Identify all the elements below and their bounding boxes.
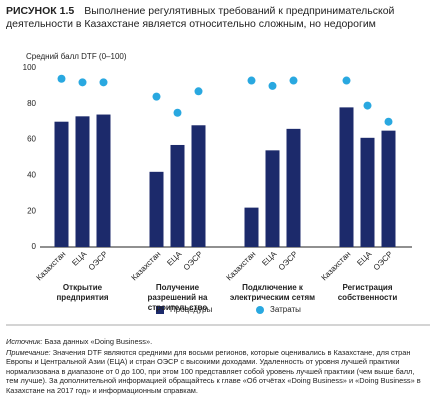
dot xyxy=(57,74,66,83)
x-tick-label: Казахстан xyxy=(320,250,353,283)
x-tick-label: ЕЦА xyxy=(260,249,279,268)
bar xyxy=(381,130,396,247)
bar xyxy=(265,150,280,247)
figure-label: РИСУНОК 1.5 xyxy=(6,5,75,17)
group-label: Регистрация собственности xyxy=(337,283,398,302)
bar xyxy=(339,107,354,247)
x-tick-label: Казахстан xyxy=(130,250,163,283)
dot xyxy=(363,101,372,110)
bar xyxy=(286,128,301,247)
y-tick-label: 80 xyxy=(27,99,36,108)
y-tick-label: 0 xyxy=(32,242,37,251)
dot xyxy=(78,78,87,87)
y-tick-label: 100 xyxy=(23,63,37,72)
legend-label: Затраты xyxy=(270,305,301,314)
chart-title: Выполнение регулятивных требований к пре… xyxy=(6,5,395,30)
y-tick-label: 60 xyxy=(27,135,36,144)
x-tick-label: ЕЦА xyxy=(70,249,89,268)
dot xyxy=(268,81,277,90)
dot xyxy=(289,76,298,85)
x-tick-label: Казахстан xyxy=(35,250,68,283)
bar xyxy=(75,116,90,247)
dot xyxy=(152,92,161,101)
bar xyxy=(96,114,111,247)
x-tick-label: ОЭСР xyxy=(182,250,205,273)
x-tick-label: Казахстан xyxy=(225,250,258,283)
source-text: База данных «Doing Business». xyxy=(44,337,153,346)
dot xyxy=(99,78,108,87)
dot xyxy=(194,87,203,96)
x-tick-label: ОЭСР xyxy=(277,250,300,273)
source-label: Источник: xyxy=(6,337,43,346)
y-tick-label: 40 xyxy=(27,171,36,180)
title-block: РИСУНОК 1.5 Выполнение регулятивных требо… xyxy=(6,5,426,31)
bar xyxy=(54,121,69,247)
bar xyxy=(170,144,185,247)
note-text: Значения DTF являются средними для восьм… xyxy=(6,347,421,395)
dot xyxy=(342,76,351,85)
source: Источник: База данных «Doing Business». xyxy=(6,337,426,347)
bar xyxy=(149,171,164,247)
group-label: Открытие предприятия xyxy=(56,283,109,302)
note: Примечание: Значения DTF являются средни… xyxy=(6,348,426,396)
bar xyxy=(191,125,206,247)
y-axis-label: Средний балл DTF (0–100) xyxy=(26,52,127,61)
y-tick-label: 20 xyxy=(27,206,36,215)
bar xyxy=(244,207,259,247)
legend-swatch xyxy=(156,306,164,314)
x-tick-label: ЕЦА xyxy=(355,249,374,268)
x-tick-label: ЕЦА xyxy=(165,249,184,268)
group-label: Получение разрешений на строительство xyxy=(147,283,208,312)
bar xyxy=(360,137,375,247)
x-tick-label: ОЭСР xyxy=(87,250,110,273)
group-label: Подключение к электрическим сетям xyxy=(229,283,316,302)
x-tick-label: ОЭСР xyxy=(372,250,395,273)
legend-label: Процедуры xyxy=(170,305,212,314)
dot xyxy=(247,76,256,85)
note-label: Примечание: xyxy=(6,347,51,357)
dot xyxy=(384,117,393,126)
dot xyxy=(173,108,182,117)
notes: Источник: База данных «Doing Business». … xyxy=(6,337,426,396)
legend-swatch xyxy=(256,306,264,314)
